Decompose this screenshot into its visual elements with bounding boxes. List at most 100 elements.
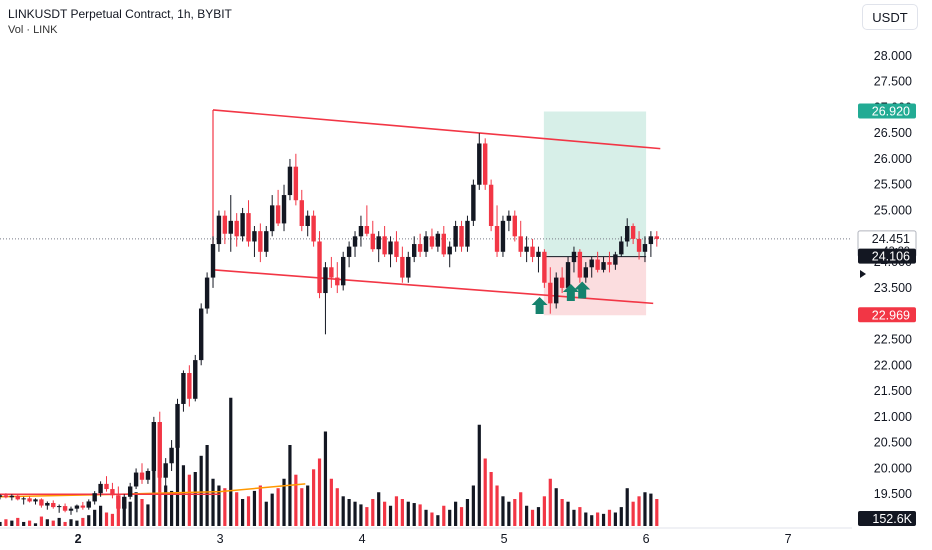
volume-bar [294,474,298,526]
candle-body [335,277,340,286]
volume-bar [613,512,617,526]
currency-button[interactable]: USDT [862,4,918,30]
candle-body [3,495,9,498]
candle [0,494,3,500]
candle [299,189,304,232]
volume-bar [637,496,641,526]
candle-body [583,267,588,278]
candle [654,231,660,247]
candle [512,210,517,242]
candle-body [27,498,32,502]
volume-bar [489,472,493,526]
candle-body [187,373,192,399]
candle [613,251,618,270]
volume-bar [122,507,126,526]
time-tick-label: 6 [643,532,650,546]
candle-body [370,233,375,250]
candle-body [441,233,446,255]
volume-bar [341,496,345,526]
candle-body [181,373,186,404]
volume-bar [264,501,268,526]
candle-body [33,499,38,502]
chart-title: LINKUSDT Perpetual Contract, 1h, BYBIT [8,7,232,21]
candle-body [524,246,529,252]
volume-bar [317,458,322,526]
candle [625,218,630,247]
candle-body [512,215,517,237]
candle-body [376,236,381,250]
volume-bar [306,485,310,526]
candle [258,223,263,263]
candle-body [471,184,476,221]
time-axis[interactable]: 2 3 4 5 6 7 [0,527,852,546]
candle-body [648,236,654,245]
price-tick-label: 21.000 [874,410,912,424]
volume-bar [312,469,316,526]
volume-bar [10,520,14,526]
volume-bar [110,513,115,526]
stop-zone [543,256,647,316]
volume-bar [365,507,369,526]
candle [62,503,68,513]
candle-body [21,498,26,500]
candle [642,236,648,263]
price-axis[interactable]: 28.00027.50027.00026.50026.00025.50025.0… [857,49,917,526]
target-zone [543,111,647,257]
volume-bar [566,501,570,526]
candle [187,365,192,407]
volume-bar [98,505,103,526]
candle [435,231,441,252]
volume-bar [229,397,233,526]
volume-bar [282,478,286,526]
candle-body [601,262,606,270]
candle [346,241,352,268]
candle [630,223,636,245]
candle [3,493,9,499]
candle [459,220,464,252]
candle-body [74,505,80,509]
candle [441,226,446,257]
candle [636,231,642,260]
candle [181,370,186,412]
stop-price-tag: 22.969 [858,307,916,323]
candle-body [613,254,618,265]
candle [400,246,405,283]
candle [175,398,180,453]
volume-bar [276,488,280,526]
candle-body [228,220,233,234]
candle [447,241,452,268]
candle-body [435,233,441,247]
candle [80,501,86,510]
candle [394,231,399,263]
drawings [0,109,852,498]
candle-body [116,495,121,509]
volume-bar [181,465,186,526]
volume-bar [572,509,576,526]
volume-bar [217,485,221,526]
candle-body [139,472,145,480]
candle-body [559,277,565,288]
candle [648,231,654,257]
candle-body [589,259,594,268]
candle [542,249,547,288]
candle-body [571,251,577,263]
candle [607,251,612,273]
volume-bar [596,512,600,526]
candle [98,481,103,497]
volume-bar [93,509,97,526]
volume-bar [27,520,32,526]
volume-bar [193,472,197,526]
candle-body [163,463,168,478]
target-price-tag: 26.920 [858,103,916,119]
candle-body [518,236,523,252]
candle-body [127,486,133,497]
candle [595,251,600,273]
volume-bar [175,445,180,526]
volume-bar [33,523,38,526]
volume-bar [394,496,399,526]
volume-bar [359,504,363,526]
volume-bar [483,458,487,526]
volume-bar [152,451,156,526]
volume-bar [241,499,245,526]
